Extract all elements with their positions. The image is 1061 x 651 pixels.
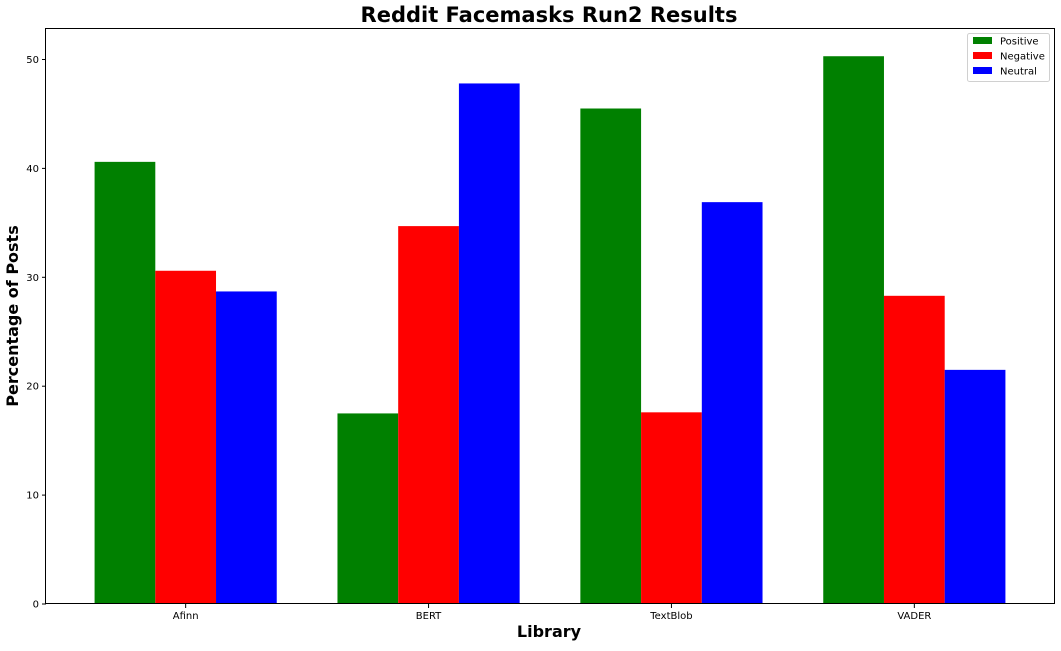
x-tick-label: BERT — [416, 611, 442, 622]
bar-negative-textblob — [641, 412, 702, 604]
x-axis-label: Library — [517, 622, 582, 641]
bar-positive-textblob — [580, 108, 642, 604]
legend-swatch-negative — [973, 52, 992, 59]
bar-neutral-bert — [458, 83, 520, 604]
bar-negative-afinn — [155, 270, 217, 604]
bars-layer — [94, 56, 1006, 605]
x-tick-label: VADER — [897, 611, 931, 622]
bar-positive-afinn — [94, 161, 156, 605]
y-axis-label: Percentage of Posts — [3, 225, 22, 406]
legend-label-positive: Positive — [1000, 37, 1039, 48]
x-axis-ticks: Afinn BERT TextBlob VADER — [173, 604, 931, 622]
y-tick-label: 10 — [26, 491, 39, 502]
legend: Positive Negative Neutral — [967, 33, 1050, 82]
bar-neutral-vader — [944, 369, 1006, 604]
bar-negative-vader — [883, 295, 945, 604]
bar-negative-bert — [398, 226, 459, 605]
y-tick-label: 20 — [26, 382, 39, 393]
legend-swatch-neutral — [973, 67, 992, 74]
legend-label-negative: Negative — [1000, 52, 1045, 63]
plot-frame — [45, 28, 1055, 604]
bar-neutral-textblob — [701, 202, 763, 604]
x-tick-label: Afinn — [173, 611, 199, 622]
bar-positive-vader — [823, 56, 884, 605]
y-tick-label: 50 — [26, 55, 39, 66]
chart-title: Reddit Facemasks Run2 Results — [361, 3, 738, 27]
legend-swatch-positive — [973, 37, 992, 44]
y-tick-label: 30 — [26, 273, 39, 284]
legend-label-neutral: Neutral — [1000, 67, 1037, 78]
bar-positive-bert — [337, 413, 399, 604]
x-tick-label: TextBlob — [649, 611, 692, 622]
y-tick-label: 40 — [26, 164, 39, 175]
y-tick-label: 0 — [33, 600, 39, 611]
bar-neutral-afinn — [216, 291, 277, 604]
